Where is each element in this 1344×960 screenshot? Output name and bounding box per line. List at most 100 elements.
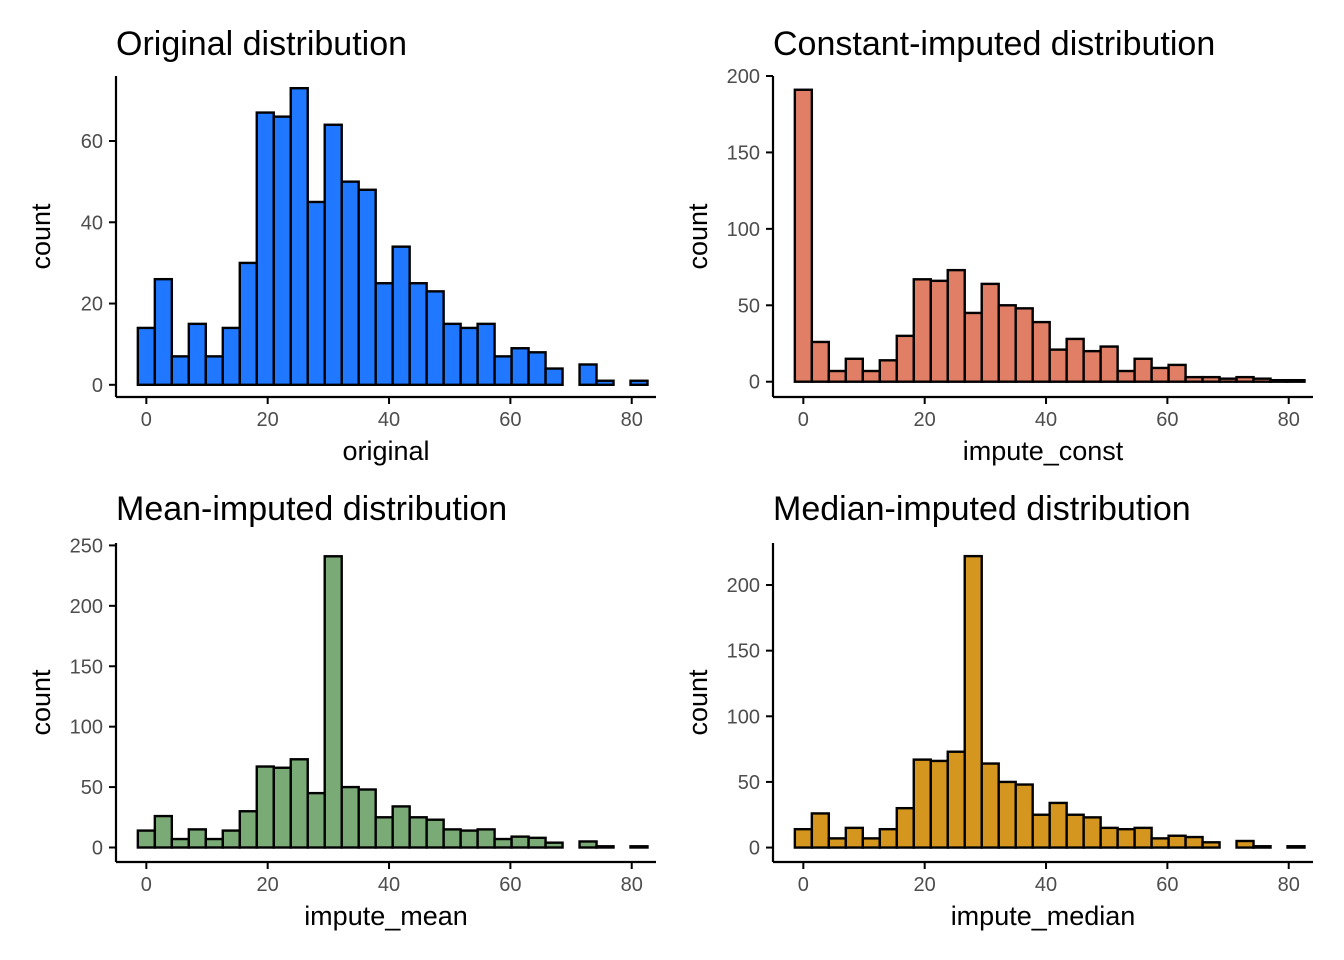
histogram-bar [827, 369, 848, 383]
histogram-bar [963, 554, 983, 849]
y-axis-label: count [683, 669, 713, 736]
y-tick-label: 50 [81, 777, 103, 799]
y-tick-label: 20 [81, 294, 103, 316]
histogram-bar [136, 829, 157, 849]
histogram-bar [1252, 845, 1272, 849]
histogram-bar [289, 758, 309, 849]
histogram-bar [827, 837, 848, 849]
histogram-bar [459, 829, 479, 849]
histogram-bar [1048, 801, 1068, 849]
histogram-bar [289, 86, 309, 387]
histogram-bar [810, 340, 831, 383]
histogram-bar [493, 837, 513, 849]
histogram-bar [929, 279, 949, 383]
histogram-bar [238, 261, 258, 387]
histogram-panel-1: Original distribution 0 20 40 60 80 0 20 40 60 ori… [26, 25, 656, 466]
histogram-bar [425, 290, 445, 387]
x-tick-label: 20 [914, 409, 936, 431]
histogram-bar [997, 304, 1017, 383]
y-tick-label: 0 [92, 838, 103, 860]
histogram-bar [340, 785, 360, 849]
histogram-bar [306, 791, 326, 849]
histogram-bar [1269, 378, 1289, 383]
x-tick-label: 0 [141, 409, 152, 431]
y-tick-label: 100 [727, 219, 760, 241]
histogram-bar [544, 841, 564, 849]
panel-title: Original distribution [116, 25, 407, 63]
histogram-bar [442, 828, 462, 849]
histogram-bar [221, 829, 241, 849]
histogram-bar [272, 766, 292, 849]
x-tick-label: 40 [1035, 409, 1057, 431]
histogram-bar [221, 326, 241, 387]
histogram-bar [442, 322, 462, 387]
histogram-bar [963, 311, 983, 383]
y-tick-label: 100 [727, 706, 760, 728]
histogram-bar [527, 836, 547, 849]
histogram-bar [187, 322, 207, 387]
x-tick-label: 40 [378, 874, 400, 896]
histogram-bar [391, 245, 411, 387]
histogram-bar [980, 762, 1000, 849]
y-axis-label: count [683, 203, 713, 270]
x-tick-label: 60 [499, 874, 521, 896]
x-tick-label: 0 [798, 874, 809, 896]
x-tick-label: 80 [1278, 409, 1300, 431]
histogram-bar [544, 367, 564, 387]
histogram-bar [1014, 307, 1034, 383]
x-tick-label: 20 [914, 874, 936, 896]
histogram-bar [1184, 375, 1204, 383]
x-tick-label: 60 [1156, 409, 1178, 431]
histogram-bar [306, 200, 326, 387]
histogram-bar [578, 363, 598, 387]
histogram-bar [153, 277, 174, 387]
histogram-bar [1150, 837, 1170, 849]
histogram-bar [187, 828, 207, 849]
histogram-bar [810, 812, 831, 849]
histogram-bar [238, 810, 258, 849]
histogram-bar [878, 827, 898, 849]
histogram-bar [204, 837, 224, 849]
histogram-bar [1252, 377, 1272, 383]
histogram-bar [1065, 337, 1085, 383]
histogram-bar [1286, 378, 1306, 383]
histogram-bar [459, 326, 479, 387]
x-axis-label: original [342, 436, 429, 466]
y-tick-label: 200 [727, 575, 760, 597]
histogram-bar [629, 379, 649, 387]
histogram-bar [408, 816, 428, 849]
y-tick-label: 0 [749, 372, 760, 394]
histogram-bar [340, 180, 360, 387]
histogram-panel-4: Median-imputed distribution 0 20 40 60 80 0 50 1… [683, 490, 1313, 931]
histogram-bar [1116, 827, 1136, 849]
x-axis-label: impute_median [951, 901, 1136, 931]
histogram-bar [997, 780, 1017, 849]
x-tick-label: 60 [1156, 874, 1178, 896]
histogram-bar [425, 818, 445, 849]
histogram-panel-3: Mean-imputed distribution 0 20 40 60 80 0 50 100… [26, 490, 656, 931]
histogram-bar [1031, 320, 1051, 383]
histogram-bar [1201, 841, 1221, 849]
histogram-bar [1099, 345, 1119, 383]
y-tick-label: 100 [70, 717, 103, 739]
histogram-bar [272, 115, 292, 387]
histogram-bar [912, 758, 932, 849]
y-tick-label: 50 [738, 772, 760, 794]
x-tick-label: 0 [798, 409, 809, 431]
histogram-bar [1150, 366, 1170, 383]
histogram-bar [204, 355, 224, 387]
histogram-bar [1286, 845, 1306, 849]
histogram-bar [170, 355, 191, 387]
y-tick-label: 150 [727, 641, 760, 663]
histogram-bar [1133, 357, 1153, 383]
panel-title: Mean-imputed distribution [116, 490, 507, 528]
histogram-bar [1099, 826, 1119, 849]
histogram-panel-2: Constant-imputed distribution 0 20 40 60 80 0 5… [683, 25, 1313, 466]
y-tick-label: 60 [81, 131, 103, 153]
histogram-bar [1116, 369, 1136, 383]
histogram-bar [357, 788, 377, 849]
histogram-bar [861, 369, 881, 383]
histogram-bar [357, 188, 377, 387]
